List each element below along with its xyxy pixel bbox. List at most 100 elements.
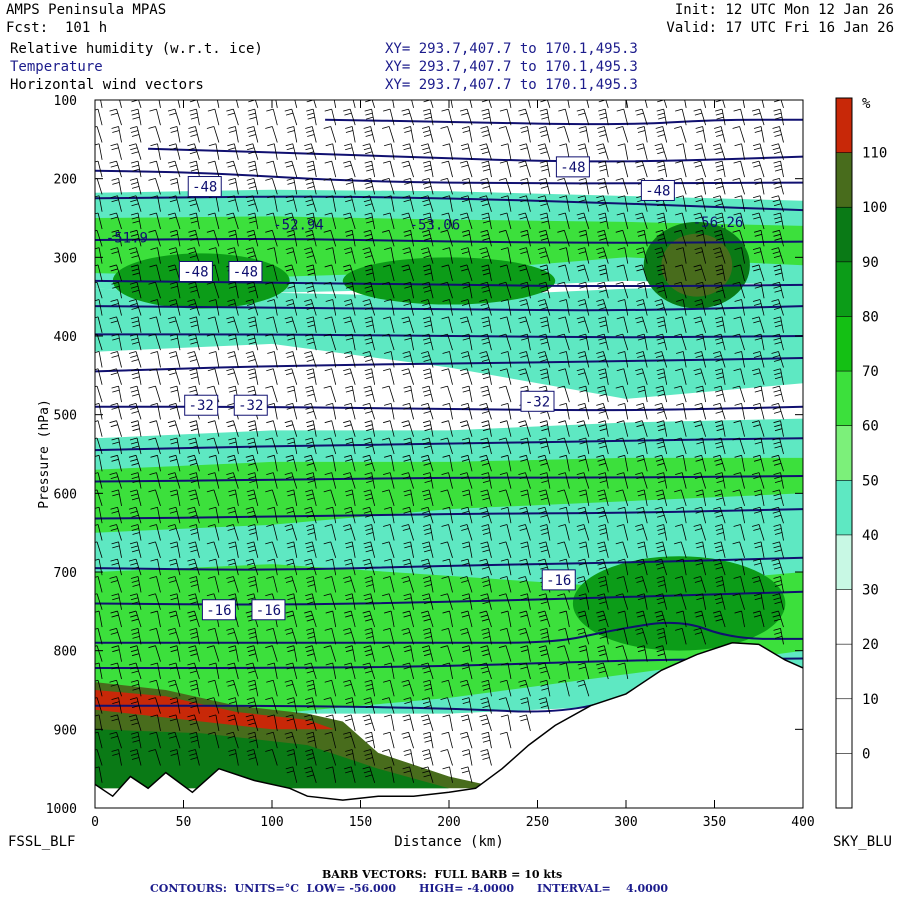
wind-barb bbox=[246, 749, 259, 766]
wind-barb bbox=[187, 143, 200, 160]
colorbar-unit: % bbox=[862, 96, 871, 112]
contour-label-12: -16 bbox=[201, 599, 236, 621]
wind-barb bbox=[149, 627, 161, 645]
wind-barb bbox=[459, 160, 473, 178]
wind-barb bbox=[420, 351, 434, 368]
wind-barb bbox=[189, 160, 200, 178]
wind-barb bbox=[148, 749, 161, 766]
wind-barb bbox=[403, 645, 414, 662]
wind-barb bbox=[751, 524, 765, 541]
wind-barb bbox=[752, 558, 765, 576]
wind-barb bbox=[344, 403, 356, 420]
wind-barb bbox=[441, 731, 453, 749]
wind-barb bbox=[364, 731, 376, 749]
wind-barb bbox=[615, 229, 629, 247]
wind-barb bbox=[656, 368, 668, 385]
wind-barb bbox=[246, 697, 259, 714]
contour-label-text: -32 bbox=[189, 398, 214, 414]
wind-barb bbox=[519, 195, 531, 212]
wind-barb bbox=[384, 610, 395, 628]
wind-barb bbox=[596, 351, 609, 368]
wind-barb bbox=[149, 524, 161, 541]
wind-barb bbox=[129, 541, 142, 558]
wind-barb bbox=[130, 731, 142, 749]
wind-barb bbox=[713, 506, 726, 524]
wind-barb bbox=[773, 108, 784, 126]
wind-barb bbox=[247, 368, 259, 385]
init-time: Init: 12 UTC Mon 12 Jan 26 bbox=[674, 2, 894, 18]
wind-barb bbox=[344, 610, 356, 628]
wind-barb bbox=[520, 126, 531, 143]
wind-barb bbox=[345, 749, 356, 766]
wind-barb bbox=[189, 524, 200, 541]
wind-barb bbox=[384, 558, 395, 576]
wind-barb bbox=[440, 126, 453, 143]
wind-barb bbox=[95, 385, 103, 403]
wind-barb bbox=[773, 576, 784, 593]
wind-barb bbox=[267, 351, 278, 368]
wind-barb bbox=[615, 333, 629, 351]
wind-barb bbox=[715, 420, 726, 437]
wind-barb bbox=[284, 316, 298, 333]
wind-barb bbox=[615, 281, 629, 299]
wind-barb bbox=[734, 351, 745, 368]
x-tick-label: 250 bbox=[526, 815, 549, 830]
wind-barb bbox=[714, 229, 726, 247]
wind-barb bbox=[559, 299, 570, 316]
wind-barb bbox=[480, 541, 492, 558]
terrain-line bbox=[95, 642, 803, 801]
wind-barb bbox=[149, 368, 161, 385]
wind-barb bbox=[111, 333, 122, 351]
wind-barb bbox=[675, 316, 687, 333]
isotherm-9 bbox=[95, 405, 803, 412]
wind-barb bbox=[715, 108, 726, 126]
wind-barb bbox=[538, 178, 551, 195]
wind-barb bbox=[656, 576, 668, 593]
wind-barb bbox=[637, 593, 648, 610]
wind-barb bbox=[617, 143, 629, 160]
y-tick-label: 100 bbox=[54, 94, 77, 109]
wind-barb bbox=[306, 524, 317, 541]
wind-barb bbox=[598, 108, 609, 126]
wind-barb bbox=[713, 299, 726, 316]
wind-barb bbox=[518, 420, 531, 437]
wind-barb bbox=[403, 749, 414, 766]
wind-barb bbox=[442, 143, 453, 160]
wind-barb bbox=[286, 385, 298, 403]
wind-barb bbox=[305, 489, 317, 507]
wind-barb bbox=[403, 489, 414, 506]
wind-barb bbox=[528, 100, 531, 108]
wind-barb bbox=[577, 454, 590, 472]
wind-barb bbox=[129, 333, 142, 351]
wind-barb bbox=[479, 247, 492, 264]
wind-barb bbox=[148, 437, 161, 455]
wind-barb bbox=[265, 645, 278, 662]
wind-barb bbox=[384, 403, 395, 420]
wind-barb bbox=[479, 403, 492, 420]
wind-barb bbox=[676, 454, 687, 472]
wind-barb bbox=[576, 368, 590, 385]
wind-barb bbox=[345, 697, 356, 714]
wind-barb bbox=[384, 351, 395, 368]
wind-barb bbox=[246, 281, 259, 299]
wind-barb bbox=[168, 195, 181, 212]
contour-label-0: -48 bbox=[187, 176, 222, 198]
wind-barb bbox=[480, 697, 492, 714]
wind-barb bbox=[265, 749, 278, 766]
wind-barb bbox=[109, 316, 122, 333]
wind-barb bbox=[189, 731, 200, 749]
wind-barb bbox=[344, 143, 356, 160]
wind-barb bbox=[119, 100, 122, 108]
wind-barb bbox=[751, 316, 765, 333]
wind-barb bbox=[715, 576, 726, 593]
wind-barb bbox=[459, 472, 473, 489]
wind-barb bbox=[208, 299, 220, 316]
wind-barb bbox=[110, 714, 122, 732]
wind-barb bbox=[732, 437, 745, 455]
wind-barb bbox=[693, 524, 707, 541]
wind-barb bbox=[636, 351, 648, 368]
wind-barb bbox=[110, 299, 122, 316]
wind-barb bbox=[150, 247, 161, 264]
wind-barb bbox=[227, 143, 239, 160]
wind-barb bbox=[245, 506, 259, 524]
